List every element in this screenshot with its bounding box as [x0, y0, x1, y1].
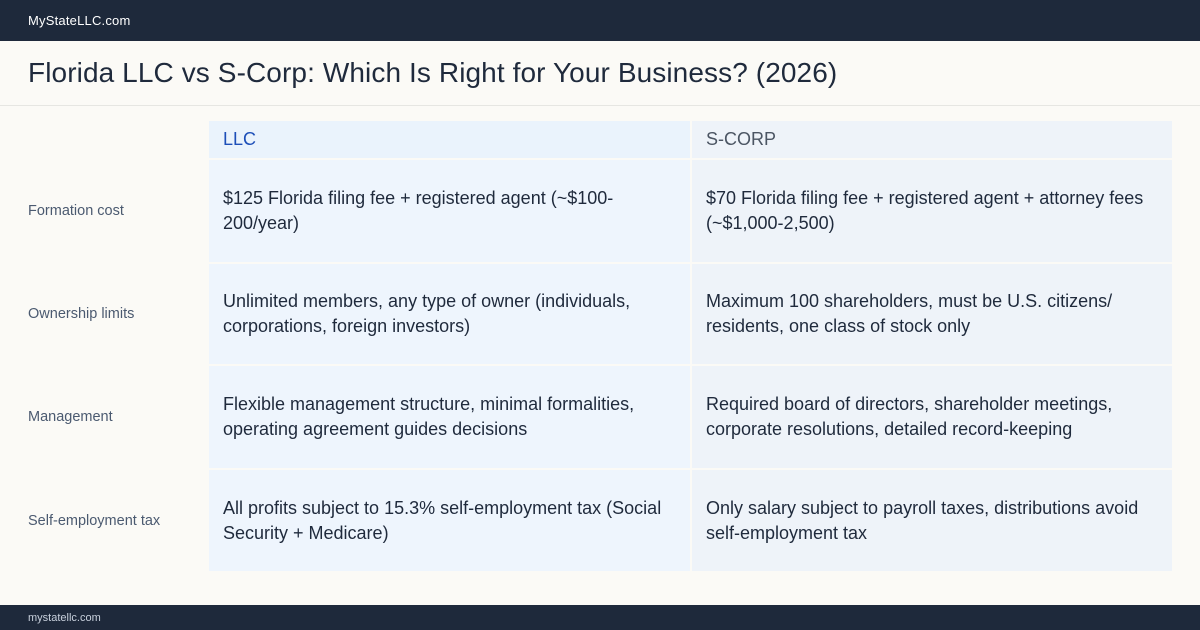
table-cell-llc: All profits subject to 15.3% self-employ…	[209, 470, 690, 571]
table-cell-scorp: Maximum 100 shareholders, must be U.S. c…	[692, 264, 1172, 364]
page-title: Florida LLC vs S-Corp: Which Is Right fo…	[28, 57, 838, 88]
table-cell-scorp: $70 Florida filing fee + registered agen…	[692, 160, 1172, 262]
table-cell-scorp: Required board of directors, shareholder…	[692, 366, 1172, 468]
column-header-scorp: S-CORP	[692, 121, 1172, 158]
row-label: Formation cost	[28, 203, 124, 219]
table-cell-llc: Flexible management structure, minimal f…	[209, 366, 690, 468]
table-cell-llc: Unlimited members, any type of owner (in…	[209, 264, 690, 364]
column-header-llc: LLC	[209, 121, 690, 158]
row-label: Self-employment tax	[28, 512, 161, 529]
table-header-row: LLC S-CORP	[0, 121, 1200, 158]
row-label: Ownership limits	[28, 306, 135, 322]
row-label: Management	[28, 409, 113, 425]
table-row: Formation cost $125 Florida filing fee +…	[0, 160, 1200, 262]
title-bar: Florida LLC vs S-Corp: Which Is Right fo…	[0, 41, 1200, 106]
footer-domain[interactable]: mystatellc.com	[28, 611, 101, 624]
table-row: Ownership limits Unlimited members, any …	[0, 264, 1200, 364]
table-row: Self-employment tax All profits subject …	[0, 470, 1200, 571]
top-bar: MyStateLLC.com	[0, 0, 1200, 41]
table-cell-scorp: Only salary subject to payroll taxes, di…	[692, 470, 1172, 571]
footer-bar: mystatellc.com	[0, 605, 1200, 630]
brand-logo-text[interactable]: MyStateLLC.com	[28, 13, 131, 28]
table-row: Management Flexible management structure…	[0, 366, 1200, 468]
table-cell-llc: $125 Florida filing fee + registered age…	[209, 160, 690, 262]
